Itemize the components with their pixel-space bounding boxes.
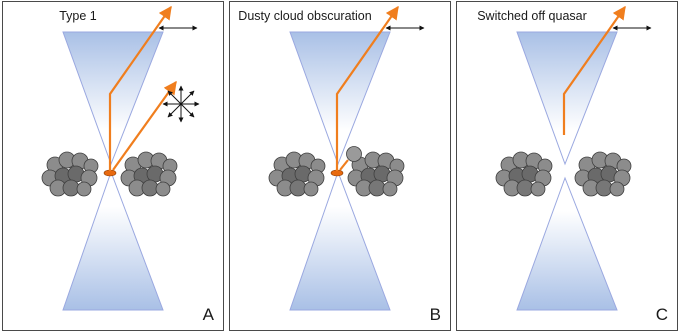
panel-letter: B — [429, 305, 441, 324]
panel-type1: Type 1 A — [2, 1, 224, 331]
panel-switched-off-quasar: Switched off quasar C — [456, 1, 678, 331]
dust-cloud-right — [347, 151, 405, 197]
panel-letter: A — [202, 305, 214, 324]
panel-title: Switched off quasar — [477, 9, 587, 23]
obscuring-cloud — [346, 146, 362, 162]
lower-ionization-cone — [62, 170, 164, 311]
dust-cloud-left — [268, 151, 326, 197]
upper-ionization-cone — [516, 31, 618, 166]
panel-letter: C — [655, 305, 668, 324]
direct-ray — [112, 80, 177, 171]
panel-dusty-cloud-obscuration: Dusty cloud obscuration B — [229, 1, 451, 331]
panel-title: Type 1 — [59, 9, 97, 23]
dust-cloud-left — [41, 151, 99, 197]
dust-cloud-right — [120, 151, 178, 197]
scattered-ray — [335, 5, 399, 171]
panel-b-diagram — [268, 5, 425, 311]
upper-ionization-cone — [289, 31, 391, 166]
scattered-ray — [562, 5, 626, 135]
dust-cloud-right — [574, 151, 632, 197]
panel-c-diagram — [495, 5, 652, 311]
blocked-ray — [339, 159, 349, 171]
unpolarized-arrows — [162, 85, 200, 123]
dust-cloud-left — [495, 151, 553, 197]
lower-ionization-cone — [516, 176, 618, 311]
scattered-ray — [108, 5, 172, 171]
panel-title: Dusty cloud obscuration — [238, 9, 372, 23]
panel-a-diagram — [41, 5, 200, 311]
lower-ionization-cone — [289, 170, 391, 311]
upper-ionization-cone — [62, 31, 164, 166]
